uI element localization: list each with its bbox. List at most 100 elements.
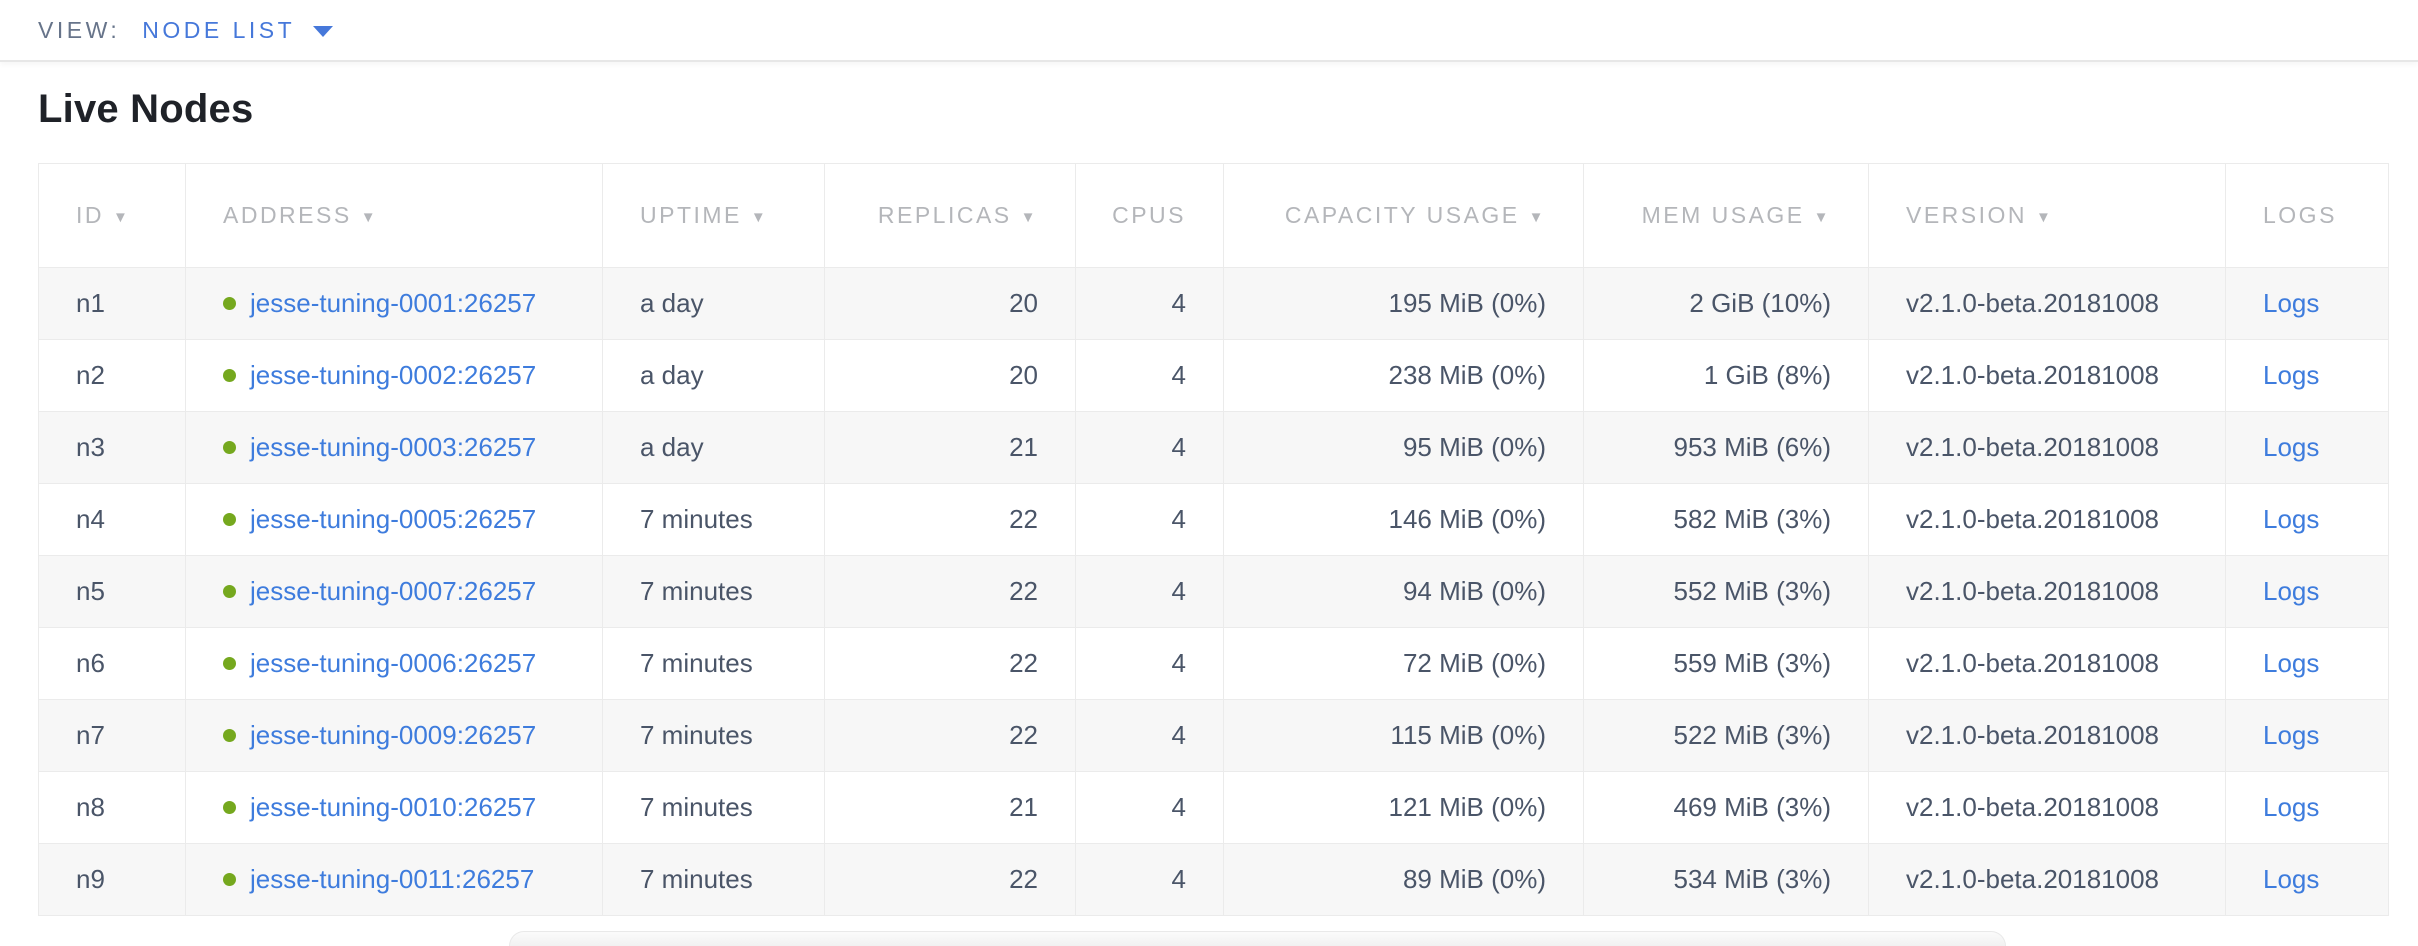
table-row: n5 jesse-tuning-0007:26257 7 minutes 22 4 94 … bbox=[38, 555, 2389, 628]
id-cell: n5 bbox=[38, 555, 186, 628]
node-address-link[interactable]: jesse-tuning-0001:26257 bbox=[250, 288, 537, 318]
logs-cell: Logs bbox=[2225, 627, 2389, 700]
live-nodes-table: ID ▼ ADDRESS ▼ UPTIME ▼ REPLICAS ▼ CPUS CAPACITY … bbox=[38, 163, 2389, 916]
column-header-label: CAPACITY USAGE bbox=[1284, 202, 1520, 228]
table-row: n1 jesse-tuning-0001:26257 a day 20 4 195 MiB… bbox=[38, 267, 2389, 340]
healthy-status-icon bbox=[223, 440, 236, 454]
mem-usage-cell: 2 GiB (10%) bbox=[1583, 267, 1869, 340]
mem-usage-cell: 469 MiB (3%) bbox=[1583, 771, 1869, 844]
node-address-link[interactable]: jesse-tuning-0002:26257 bbox=[250, 360, 537, 390]
capacity-cell: 95 MiB (0%) bbox=[1223, 411, 1584, 484]
node-address-link[interactable]: jesse-tuning-0007:26257 bbox=[250, 576, 537, 606]
column-header-id[interactable]: ID ▼ bbox=[38, 163, 186, 268]
version-cell: v2.1.0-beta.20181008 bbox=[1868, 411, 2226, 484]
healthy-status-icon bbox=[223, 584, 236, 598]
sort-desc-icon: ▼ bbox=[1813, 209, 1831, 226]
address-cell: jesse-tuning-0006:26257 bbox=[185, 627, 603, 700]
column-header-address[interactable]: ADDRESS ▼ bbox=[185, 163, 603, 268]
id-cell: n3 bbox=[38, 411, 186, 484]
uptime-cell: 7 minutes bbox=[602, 627, 825, 700]
version-cell: v2.1.0-beta.20181008 bbox=[1868, 627, 2226, 700]
capacity-cell: 238 MiB (0%) bbox=[1223, 339, 1584, 412]
column-header-version[interactable]: VERSION ▼ bbox=[1868, 163, 2226, 268]
address-cell: jesse-tuning-0005:26257 bbox=[185, 483, 603, 556]
node-logs-link[interactable]: Logs bbox=[2263, 792, 2320, 822]
id-cell: n4 bbox=[38, 483, 186, 556]
table-row: n9 jesse-tuning-0011:26257 7 minutes 22 4 89 … bbox=[38, 843, 2389, 916]
node-address-link[interactable]: jesse-tuning-0006:26257 bbox=[250, 648, 537, 678]
view-selector[interactable]: NODE LIST bbox=[142, 17, 334, 44]
healthy-status-icon bbox=[223, 872, 236, 886]
capacity-cell: 72 MiB (0%) bbox=[1223, 627, 1584, 700]
version-cell: v2.1.0-beta.20181008 bbox=[1868, 843, 2226, 916]
id-cell: n9 bbox=[38, 843, 186, 916]
address-cell: jesse-tuning-0009:26257 bbox=[185, 699, 603, 772]
replicas-cell: 22 bbox=[824, 627, 1076, 700]
node-address-link[interactable]: jesse-tuning-0010:26257 bbox=[250, 792, 537, 822]
sort-desc-icon: ▼ bbox=[1020, 209, 1038, 226]
column-header-label: UPTIME bbox=[640, 202, 742, 228]
replicas-cell: 22 bbox=[824, 843, 1076, 916]
column-header-uptime[interactable]: UPTIME ▼ bbox=[602, 163, 825, 268]
column-header-label: ID bbox=[76, 202, 104, 228]
uptime-cell: 7 minutes bbox=[602, 771, 825, 844]
capacity-cell: 146 MiB (0%) bbox=[1223, 483, 1584, 556]
id-cell: n6 bbox=[38, 627, 186, 700]
logs-cell: Logs bbox=[2225, 339, 2389, 412]
replicas-cell: 22 bbox=[824, 699, 1076, 772]
node-logs-link[interactable]: Logs bbox=[2263, 504, 2320, 534]
node-logs-link[interactable]: Logs bbox=[2263, 360, 2320, 390]
uptime-cell: a day bbox=[602, 267, 825, 340]
cpus-cell: 4 bbox=[1075, 483, 1224, 556]
node-logs-link[interactable]: Logs bbox=[2263, 720, 2320, 750]
node-address-link[interactable]: jesse-tuning-0003:26257 bbox=[250, 432, 537, 462]
node-logs-link[interactable]: Logs bbox=[2263, 576, 2320, 606]
node-logs-link[interactable]: Logs bbox=[2263, 432, 2320, 462]
node-logs-link[interactable]: Logs bbox=[2263, 864, 2320, 894]
version-cell: v2.1.0-beta.20181008 bbox=[1868, 699, 2226, 772]
replicas-cell: 20 bbox=[824, 339, 1076, 412]
node-address-link[interactable]: jesse-tuning-0011:26257 bbox=[250, 864, 535, 894]
column-header-capacity-usage[interactable]: CAPACITY USAGE ▼ bbox=[1223, 163, 1584, 268]
node-logs-link[interactable]: Logs bbox=[2263, 648, 2320, 678]
capacity-cell: 94 MiB (0%) bbox=[1223, 555, 1584, 628]
cpus-cell: 4 bbox=[1075, 339, 1224, 412]
version-cell: v2.1.0-beta.20181008 bbox=[1868, 339, 2226, 412]
column-header-replicas[interactable]: REPLICAS ▼ bbox=[824, 163, 1076, 268]
column-header-label: MEM USAGE bbox=[1641, 202, 1805, 228]
healthy-status-icon bbox=[223, 800, 236, 814]
table-row: n3 jesse-tuning-0003:26257 a day 21 4 95 MiB … bbox=[38, 411, 2389, 484]
address-cell: jesse-tuning-0010:26257 bbox=[185, 771, 603, 844]
column-header-logs: LOGS bbox=[2225, 163, 2389, 268]
replicas-cell: 22 bbox=[824, 555, 1076, 628]
mem-usage-cell: 522 MiB (3%) bbox=[1583, 699, 1869, 772]
mem-usage-cell: 953 MiB (6%) bbox=[1583, 411, 1869, 484]
uptime-cell: 7 minutes bbox=[602, 555, 825, 628]
column-header-label: LOGS bbox=[2263, 202, 2337, 228]
chevron-down-icon bbox=[313, 26, 334, 37]
mem-usage-cell: 1 GiB (8%) bbox=[1583, 339, 1869, 412]
node-logs-link[interactable]: Logs bbox=[2263, 288, 2320, 318]
column-header-label: ADDRESS bbox=[223, 202, 352, 228]
sort-desc-icon: ▼ bbox=[1528, 209, 1546, 226]
view-bar: VIEW: NODE LIST bbox=[0, 0, 2418, 62]
capacity-cell: 115 MiB (0%) bbox=[1223, 699, 1584, 772]
address-cell: jesse-tuning-0007:26257 bbox=[185, 555, 603, 628]
mem-usage-cell: 582 MiB (3%) bbox=[1583, 483, 1869, 556]
column-header-mem-usage[interactable]: MEM USAGE ▼ bbox=[1583, 163, 1869, 268]
logs-cell: Logs bbox=[2225, 843, 2389, 916]
node-address-link[interactable]: jesse-tuning-0009:26257 bbox=[250, 720, 537, 750]
id-cell: n7 bbox=[38, 699, 186, 772]
sort-desc-icon: ▼ bbox=[360, 209, 379, 226]
address-cell: jesse-tuning-0002:26257 bbox=[185, 339, 603, 412]
node-address-link[interactable]: jesse-tuning-0005:26257 bbox=[250, 504, 537, 534]
cpus-cell: 4 bbox=[1075, 699, 1224, 772]
id-cell: n2 bbox=[38, 339, 186, 412]
table-row: n7 jesse-tuning-0009:26257 7 minutes 22 4 115… bbox=[38, 699, 2389, 772]
healthy-status-icon bbox=[223, 368, 236, 382]
sort-desc-icon: ▼ bbox=[113, 209, 131, 226]
table-row: n2 jesse-tuning-0002:26257 a day 20 4 238 MiB… bbox=[38, 339, 2389, 412]
sort-desc-icon: ▼ bbox=[750, 209, 769, 226]
column-header-label: REPLICAS bbox=[877, 202, 1012, 228]
address-cell: jesse-tuning-0011:26257 bbox=[185, 843, 603, 916]
